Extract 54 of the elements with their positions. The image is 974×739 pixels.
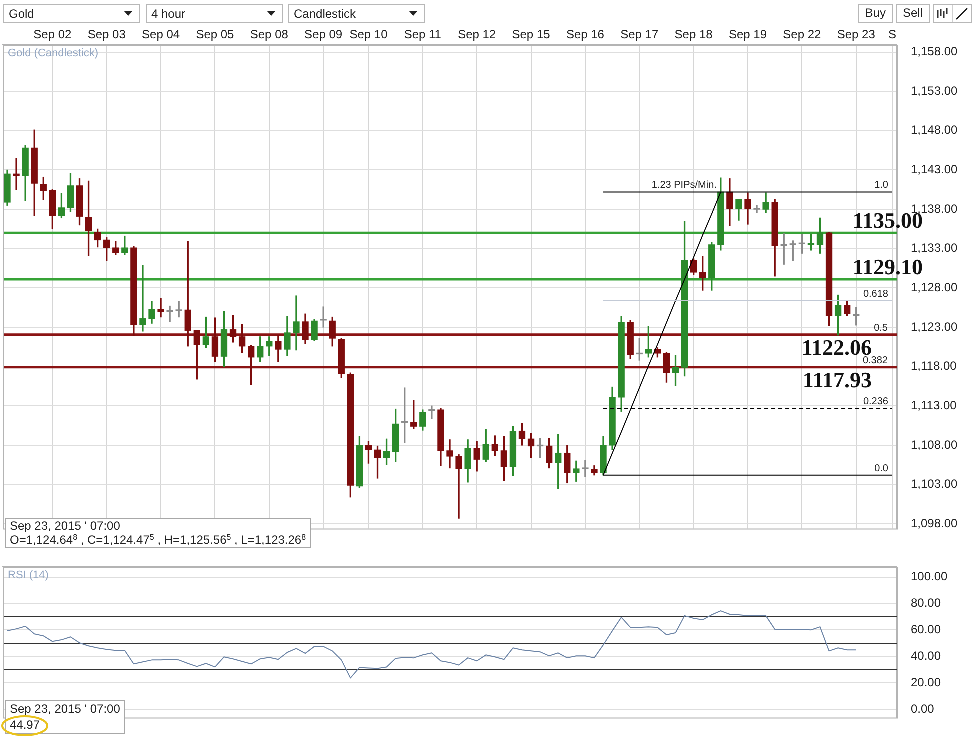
x-tick-label: Sep 16 bbox=[566, 27, 605, 42]
text: 44.97 bbox=[10, 717, 42, 733]
annotation: 0.5 bbox=[874, 322, 888, 334]
y-tick-label: 40.00 bbox=[911, 649, 942, 664]
annotation: Sep 23, 2015 ' 07:00 bbox=[10, 519, 122, 533]
x-tick-label: Sep 03 bbox=[88, 27, 126, 42]
y-tick-label: 0.00 bbox=[911, 702, 935, 716]
x-tick-label: Sep 15 bbox=[512, 27, 551, 42]
x-tick-label: Sep 23 bbox=[837, 27, 876, 42]
y-tick-label: 1,128.00 bbox=[911, 280, 958, 294]
ref-line-label: 1117.93 bbox=[802, 367, 872, 392]
y-tick-label: 1,098.00 bbox=[911, 516, 958, 530]
text: O=1,124.64$^{8}$ , C=1,124.47$^{5}$ , H=1,125.56$^{5}$ , L=1,123.26$^{8}$ bbox=[10, 533, 306, 547]
y-tick-label: 1,118.00 bbox=[911, 359, 958, 374]
series-label: 0.236 bbox=[863, 396, 889, 408]
y-tick-label: 1,108.00 bbox=[911, 438, 958, 452]
series-label: 0.618 bbox=[863, 288, 889, 300]
dropdown: Candlestick bbox=[288, 4, 425, 23]
x-tick-label: Sep 08 bbox=[250, 27, 289, 42]
series-label: 1.23 PIPs/Min. bbox=[652, 180, 717, 192]
y-tick-label: 1,153.00 bbox=[911, 84, 958, 98]
x-tick-label: Sep 02 bbox=[34, 27, 72, 42]
x-tick-label: S bbox=[888, 27, 896, 42]
chart-title: RSI (14) bbox=[8, 570, 49, 582]
y-tick-label: 100.00 bbox=[911, 570, 948, 584]
x-tick-label: Sep 12 bbox=[458, 27, 496, 42]
dropdown: Gold bbox=[3, 4, 140, 23]
y-tick-label: 1,148.00 bbox=[911, 123, 958, 138]
x-tick-label: Sep 18 bbox=[674, 27, 714, 42]
x-tick-label: Sep 05 bbox=[196, 27, 235, 42]
annotation: Sep 23, 2015 ' 07:00 bbox=[10, 701, 120, 717]
x-tick-label: Sep 09 bbox=[304, 27, 343, 42]
y-tick-label: 1,133.00 bbox=[911, 241, 958, 256]
series-label: 0.0 bbox=[874, 463, 889, 474]
chart-title: Gold (Candlestick) bbox=[8, 48, 98, 60]
dropdown: 4 hour bbox=[146, 4, 282, 23]
y-tick-label: 1,143.00 bbox=[911, 162, 958, 177]
x-tick-label: Sep 17 bbox=[620, 27, 659, 42]
y-tick-label: 1,103.00 bbox=[911, 477, 958, 492]
series-label: 1.0 bbox=[874, 180, 889, 192]
x-tick-label: Sep 11 bbox=[404, 27, 442, 42]
y-tick-label: 80.00 bbox=[911, 596, 942, 610]
y-tick-label: 1,113.00 bbox=[911, 398, 958, 412]
x-tick-label: Sep 04 bbox=[142, 27, 180, 42]
y-tick-label: 60.00 bbox=[911, 622, 942, 637]
y-tick-label: 1,158.00 bbox=[911, 44, 958, 59]
x-tick-label: Sep 22 bbox=[783, 27, 822, 42]
x-tick-label: Sep 10 bbox=[350, 27, 388, 42]
ref-line-label: 1129.10 bbox=[852, 254, 923, 280]
button: Buy bbox=[858, 4, 893, 23]
x-tick-label: Sep 19 bbox=[728, 27, 768, 42]
y-tick-label: 20.00 bbox=[911, 676, 942, 690]
button: Sell bbox=[896, 4, 930, 23]
y-tick-label: 1,123.00 bbox=[911, 320, 958, 334]
